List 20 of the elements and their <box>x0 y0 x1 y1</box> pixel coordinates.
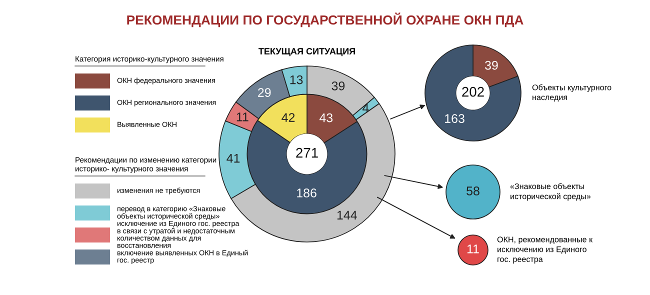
text: ОКН, рекомендованные к исключению из Единого гос. реестра <box>497 236 593 264</box>
text: 202 <box>462 86 484 97</box>
data-label: 42 <box>282 113 295 122</box>
data-label: 58 <box>466 186 480 196</box>
data-label: 41 <box>226 154 240 163</box>
data-label: 11 <box>236 112 248 122</box>
data-label: 186 <box>297 188 316 198</box>
data-label: 163 <box>445 114 464 123</box>
data-label: 144 <box>337 210 357 220</box>
data-label: 39 <box>332 82 345 90</box>
text: Объекты культурного наследия <box>532 84 612 102</box>
chart-subtitle: ТЕКУЩАЯ СИТУАЦИЯ <box>258 48 355 56</box>
data-label: 29 <box>258 88 271 97</box>
data-label: 43 <box>319 113 333 122</box>
data-label: 39 <box>484 60 498 70</box>
data-label: 11 <box>467 244 479 254</box>
text: 271 <box>296 148 318 158</box>
data-label: 13 <box>290 75 303 84</box>
chart-title: РЕКОМЕНДАЦИИ ПО ГОСУДАРСТВЕННОЙ ОХРАНЕ ОКН ПДА <box>127 12 524 28</box>
text: «Знаковые объекты исторической среды» <box>510 183 591 201</box>
